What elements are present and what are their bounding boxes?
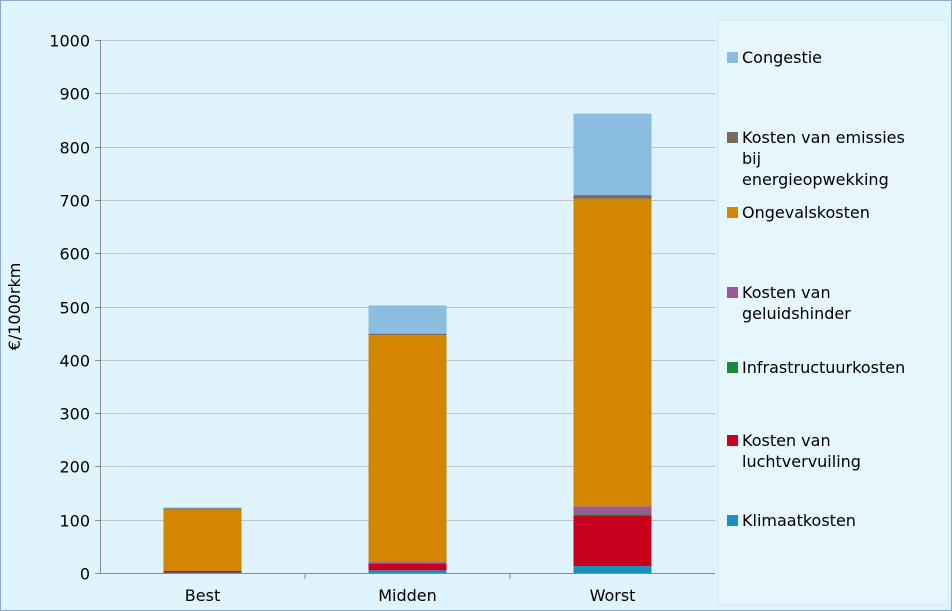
bar-best-series-1 [163, 570, 242, 573]
bar-worst-series-1 [573, 515, 652, 567]
bar-midden-series-3 [368, 561, 447, 563]
y-tick-label-500: 500 [59, 299, 90, 318]
bar-worst-series-4 [573, 198, 652, 507]
bar-midden-series-2 [368, 562, 447, 564]
legend-swatch-3 [727, 287, 738, 298]
y-tick-label-900: 900 [59, 85, 90, 104]
bar-worst-series-5 [573, 195, 652, 199]
x-category-label-best: Best [185, 586, 220, 605]
bar-midden-series-0 [368, 570, 447, 573]
x-category-label-midden: Midden [378, 586, 437, 605]
y-tick-label-200: 200 [59, 458, 90, 477]
legend-swatch-1 [727, 435, 738, 446]
bar-worst-series-2 [573, 514, 652, 516]
y-axis-label: €/1000rkm [5, 263, 24, 351]
y-tick-label-600: 600 [59, 245, 90, 264]
bar-worst-series-3 [573, 506, 652, 515]
legend-label-5-1: bij [742, 149, 761, 168]
legend-label-4-0: Ongevalskosten [742, 203, 870, 222]
bar-best-series-5 [163, 508, 242, 510]
bar-best-series-6 [163, 507, 242, 509]
legend-swatch-6 [727, 52, 738, 63]
bar-midden-series-5 [368, 333, 447, 336]
legend-swatch-4 [727, 207, 738, 218]
legend-label-1-1: luchtvervuiling [742, 452, 861, 471]
legend-swatch-5 [727, 132, 738, 143]
bar-best-series-0 [163, 572, 242, 573]
y-tick-label-1000: 1000 [49, 32, 90, 51]
legend-label-3-1: geluidshinder [742, 304, 851, 323]
legend-box [717, 19, 949, 606]
x-category-label-worst: Worst [590, 586, 636, 605]
legend-label-2-0: Infrastructuurkosten [742, 358, 905, 377]
legend-label-6-0: Congestie [742, 48, 822, 67]
legend-label-5-0: Kosten van emissies [742, 128, 905, 147]
bar-midden-series-4 [368, 335, 447, 562]
bar-midden-series-1 [368, 563, 447, 571]
legend-swatch-0 [727, 515, 738, 526]
y-tick-label-300: 300 [59, 405, 90, 424]
legend-label-0-0: Klimaatkosten [742, 511, 856, 530]
y-tick-label-800: 800 [59, 139, 90, 158]
y-tick-label-400: 400 [59, 352, 90, 371]
legend-label-1-0: Kosten van [742, 431, 831, 450]
y-tick-label-700: 700 [59, 192, 90, 211]
bar-midden-series-6 [368, 305, 447, 334]
y-tick-label-100: 100 [59, 512, 90, 531]
bar-worst-series-6 [573, 113, 652, 196]
y-tick-label-0: 0 [80, 565, 90, 584]
bar-worst-series-0 [573, 566, 652, 573]
legend-label-3-0: Kosten van [742, 283, 831, 302]
legend-swatch-2 [727, 362, 738, 373]
legend-label-5-2: energieopwekking [742, 170, 889, 189]
bar-best-series-4 [163, 509, 242, 571]
